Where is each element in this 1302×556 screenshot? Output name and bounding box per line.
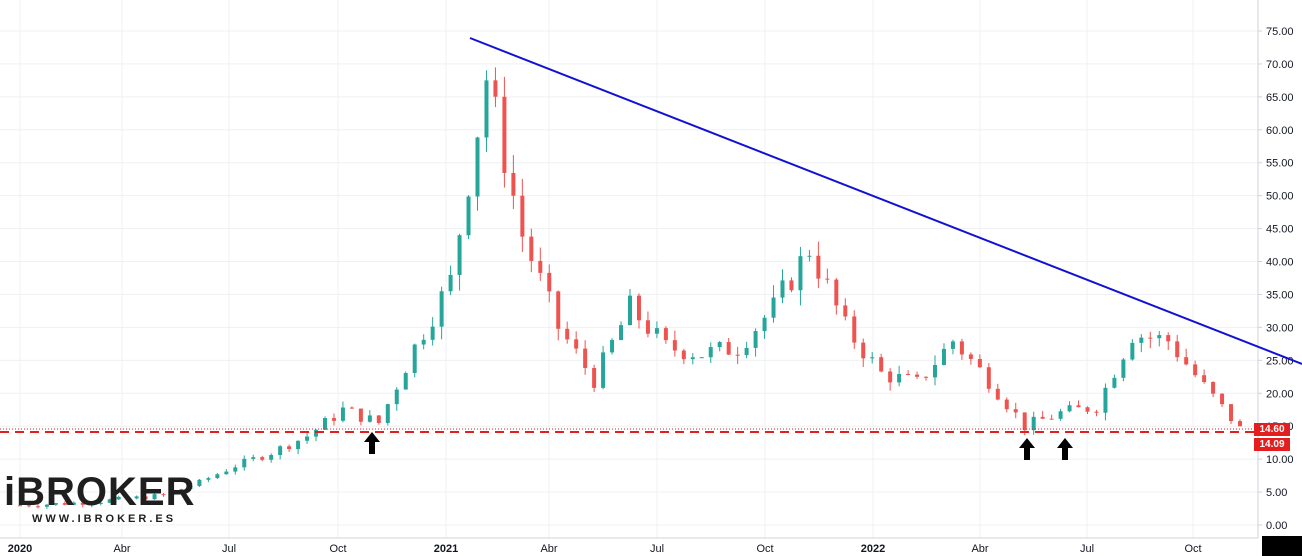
price-tick-label: 35.00 — [1266, 289, 1294, 301]
logo-wordmark: iBROKER — [4, 470, 196, 514]
support-price-label: 14.09 — [1254, 438, 1290, 451]
time-tick-label: Abr — [113, 543, 130, 555]
price-tick-label: 30.00 — [1266, 322, 1294, 334]
time-tick-label: Jul — [650, 543, 664, 555]
trendline[interactable] — [469, 37, 1302, 365]
price-tick-label: 50.00 — [1266, 191, 1294, 203]
price-tick-label: 25.00 — [1266, 355, 1294, 367]
time-tick-label: Jul — [1080, 543, 1094, 555]
time-tick-label: Abr — [971, 543, 988, 555]
grid-lines — [0, 0, 1258, 538]
price-tick-label: 55.00 — [1266, 158, 1294, 170]
time-tick-label: Oct — [1184, 543, 1201, 555]
logo-url: WWW.IBROKER.ES — [32, 513, 177, 525]
time-tick-label: Abr — [540, 543, 557, 555]
time-tick-label: Oct — [756, 543, 773, 555]
price-tick-label: 10.00 — [1266, 454, 1294, 466]
time-axis[interactable]: 2020 Abr Jul Oct 2021 Abr Jul Oct 2022 Abr Jul Oct — [8, 543, 1202, 555]
price-tick-label: 65.00 — [1266, 92, 1294, 104]
price-tick-label: 75.00 — [1266, 26, 1294, 38]
time-tick-label: Oct — [329, 543, 346, 555]
price-tick-label: 0.00 — [1266, 520, 1287, 532]
time-tick-label: 2021 — [434, 543, 458, 555]
price-tick-label: 5.00 — [1266, 487, 1287, 499]
price-tick-label: 60.00 — [1266, 125, 1294, 137]
price-tick-label: 40.00 — [1266, 257, 1294, 269]
candlesticks — [18, 67, 1242, 509]
price-tick-label: 20.00 — [1266, 388, 1294, 400]
axis-corner — [1262, 536, 1302, 556]
price-tick-label: 70.00 — [1266, 59, 1294, 71]
time-tick-label: 2022 — [861, 543, 885, 555]
time-tick-label: 2020 — [8, 543, 32, 555]
price-axis[interactable]: 75.00 70.00 65.00 60.00 55.00 50.00 45.00 40.00… — [1258, 26, 1294, 532]
price-tick-label: 45.00 — [1266, 224, 1294, 236]
arrow-up-icon — [1019, 438, 1035, 460]
ibroker-logo: iBROKER WWW.IBROKER.ES — [4, 470, 244, 530]
arrow-up-icon — [364, 432, 380, 454]
last-price-label: 14.60 — [1254, 423, 1290, 436]
arrow-up-icon — [1057, 438, 1073, 460]
time-tick-label: Jul — [222, 543, 236, 555]
